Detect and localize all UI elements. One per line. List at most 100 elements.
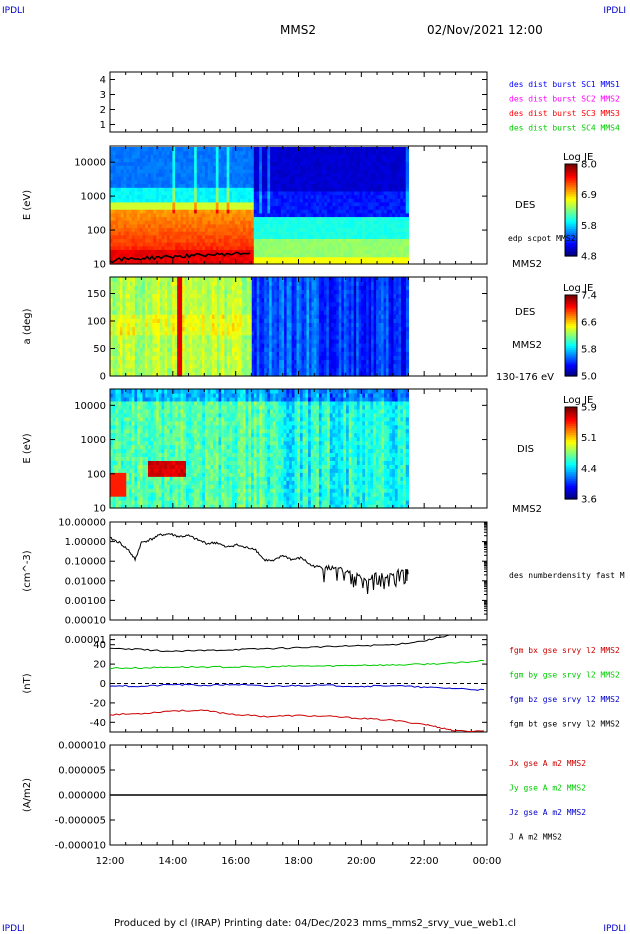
des-energy-cell	[120, 220, 125, 225]
des-energy-cell	[308, 150, 312, 155]
des-energy-cell	[115, 216, 119, 221]
des-energy-cell	[324, 209, 328, 214]
des-energy-cell	[400, 154, 404, 159]
des-energy-cell	[251, 260, 255, 265]
des-energy-cell	[218, 253, 222, 258]
des-energy-cell	[185, 238, 190, 243]
des-energy-cell	[134, 150, 138, 155]
des-energy-cell	[112, 176, 117, 181]
des-energy-cell	[286, 201, 290, 207]
des-energy-cell	[316, 194, 320, 199]
des-energy-cell	[370, 190, 374, 196]
des-energy-colorbar-swatch	[565, 237, 577, 241]
des-pitch-cell	[139, 367, 143, 373]
des-energy-cell	[389, 227, 393, 232]
des-energy-cell	[270, 154, 274, 159]
des-energy-cell	[115, 172, 119, 177]
des-energy-cell	[286, 190, 290, 196]
des-energy-cell	[294, 212, 298, 218]
des-energy-cell	[223, 238, 228, 243]
des-energy-cell	[145, 154, 149, 159]
des-energy-cell	[386, 245, 391, 250]
des-energy-cell	[177, 256, 182, 261]
des-energy-cell	[137, 227, 141, 232]
des-energy-cell	[172, 234, 176, 240]
des-energy-cell	[218, 168, 222, 174]
des-energy-colorbar-swatch	[565, 226, 577, 229]
des-pitch-cell	[164, 322, 168, 328]
des-energy-cell	[337, 168, 342, 174]
des-energy-cell	[153, 190, 157, 196]
des-energy-cell	[259, 249, 263, 254]
des-energy-colorbar-swatch	[565, 207, 577, 211]
des-energy-cell	[213, 183, 217, 188]
des-energy-cell	[264, 194, 268, 199]
des-energy-cell	[318, 183, 323, 188]
des-energy-cell	[327, 223, 331, 229]
des-energy-cell	[354, 172, 358, 177]
des-energy-cell	[267, 220, 271, 225]
des-energy-cell	[346, 212, 350, 218]
des-energy-cell	[367, 187, 372, 192]
des-energy-colorbar-swatch	[565, 193, 577, 197]
des-energy-cell	[150, 165, 155, 170]
des-energy-cell	[397, 176, 401, 181]
des-pitch-cell	[132, 322, 136, 328]
des-energy-cell	[384, 179, 388, 185]
des-energy-cell	[310, 242, 315, 247]
des-energy-cell	[354, 187, 358, 192]
des-energy-cell	[172, 165, 176, 170]
des-energy-cell	[134, 238, 138, 243]
des-pitch-cell	[119, 363, 124, 369]
des-pitch-cell	[132, 277, 136, 282]
des-energy-cell	[202, 187, 206, 192]
des-energy-cell	[308, 223, 312, 229]
des-energy-cell	[381, 216, 385, 221]
des-energy-cell	[134, 176, 138, 181]
des-energy-cell	[348, 260, 353, 265]
des-energy-cell	[365, 147, 369, 152]
des-energy-cell	[210, 256, 214, 261]
des-energy-cell	[256, 256, 260, 261]
des-energy-cell	[346, 260, 350, 265]
des-energy-cell	[386, 187, 391, 192]
des-energy-cell	[115, 212, 119, 218]
des-energy-cell	[245, 249, 249, 254]
des-energy-cell	[378, 183, 382, 188]
des-energy-cell	[161, 245, 165, 250]
des-energy-cell	[400, 220, 404, 225]
des-energy-cell	[310, 256, 315, 261]
des-pitch-cell	[112, 334, 116, 340]
des-energy-cell	[180, 157, 184, 163]
des-energy-cell	[373, 256, 377, 261]
des-energy-cell	[356, 161, 361, 166]
des-energy-cell	[297, 223, 301, 229]
des-energy-cell	[397, 249, 401, 254]
des-energy-cell	[169, 176, 174, 181]
des-pitch-cell	[112, 371, 116, 377]
des-pitch-cell	[162, 297, 166, 303]
des-energy-cell	[139, 161, 144, 166]
des-energy-cell	[343, 168, 347, 174]
des-energy-cell	[240, 150, 244, 155]
des-pitch-cell	[122, 314, 126, 319]
des-energy-cell	[242, 190, 247, 196]
des-energy-cell	[147, 234, 152, 240]
des-energy-cell	[343, 223, 347, 229]
des-energy-cell	[134, 201, 138, 207]
des-energy-cell	[348, 198, 353, 203]
des-energy-cell	[156, 220, 160, 225]
des-energy-cell	[172, 253, 176, 258]
des-energy-cell	[329, 245, 334, 250]
des-pitch-cell	[129, 318, 133, 323]
des-energy-cell	[142, 176, 146, 181]
des-pitch-cell	[144, 347, 148, 352]
des-energy-cell	[302, 256, 306, 261]
des-energy-cell	[270, 249, 274, 254]
des-energy-cell	[120, 150, 125, 155]
des-energy-cell	[202, 220, 206, 225]
des-energy-cell	[180, 227, 184, 232]
des-pitch-cell	[162, 355, 166, 361]
des-energy-cell	[210, 245, 214, 250]
des-energy-cell	[166, 223, 171, 229]
